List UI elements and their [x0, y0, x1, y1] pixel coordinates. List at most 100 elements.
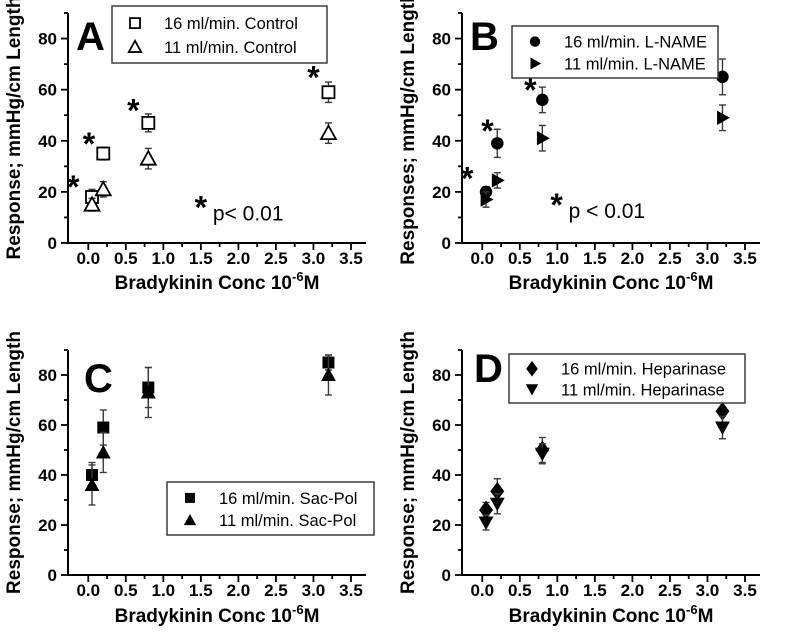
legend-label: 16 ml/min. L-NAME	[564, 34, 707, 52]
significance-asterisk: *	[307, 59, 320, 95]
legend-label: 11 ml/min. Control	[164, 39, 297, 57]
legend-marker-square-open	[129, 17, 141, 30]
annotation-asterisk: *	[550, 187, 563, 223]
data-point-square-filled	[97, 421, 110, 434]
x-axis-label: Bradykinin Conc 10-6M	[509, 269, 714, 294]
x-tick-label: 0.5	[508, 581, 532, 600]
data-point-square-open	[321, 85, 336, 100]
y-tick-label: 60	[432, 416, 451, 435]
legend-label: 11 ml/min. L-NAME	[564, 55, 706, 73]
axes	[461, 350, 760, 576]
x-tick-label: 3.5	[733, 249, 757, 268]
x-tick-label: 1.0	[152, 249, 176, 268]
x-tick-label: 2.0	[621, 581, 645, 600]
y-tick-label: 0	[442, 566, 451, 585]
legend-marker-square-filled	[185, 492, 195, 503]
x-tick-label: 0.0	[470, 581, 494, 600]
data-point-triangle-right-filled	[491, 173, 505, 188]
significance-asterisk: *	[481, 113, 494, 149]
ticks	[61, 349, 352, 582]
data-point-triangle-down-filled	[534, 447, 550, 462]
x-tick-label: 3.5	[733, 581, 757, 600]
x-tick-label: 0.5	[114, 249, 138, 268]
data-point-triangle-right-filled	[480, 192, 494, 207]
x-tick-label: 0.5	[508, 249, 532, 268]
panel-A: 0.0 0.5 1.0 1.5 2.0 2.5 3.0 3.5 0 20 40 60 80 Respons…	[0, 0, 394, 305]
x-tick-label: 2.0	[621, 249, 645, 268]
panel-letter: B	[470, 15, 499, 59]
y-tick-label: 60	[432, 81, 451, 100]
legend-label: 11 ml/min. Heparinase	[561, 381, 725, 399]
series-16-ml-min	[479, 398, 730, 520]
y-axis-label: Response; mmHg/cm Length	[4, 0, 25, 259]
data-point-triangle-up-open	[83, 195, 101, 212]
panel-D-plot: 0.0 0.5 1.0 1.5 2.0 2.5 3.0 3.5 0 20 40 60 80 Respons…	[398, 331, 760, 627]
y-tick-label: 0	[48, 566, 57, 585]
data-point-triangle-down-filled	[489, 497, 505, 512]
series-11-ml-min	[84, 354, 336, 506]
series-16-ml-min	[479, 58, 729, 199]
data-point-circle-filled	[716, 70, 729, 84]
data-point-triangle-up-filled	[84, 477, 100, 491]
x-tick-label: 1.5	[189, 581, 213, 600]
legend: 16 ml/min. Heparinase 11 ml/min. Heparina…	[508, 353, 746, 404]
data-point-triangle-up-open	[319, 123, 338, 141]
series-11-ml-min	[83, 122, 338, 212]
data-point-triangle-up-open	[139, 149, 158, 166]
x-tick-label: 1.0	[546, 249, 570, 268]
data-point-circle-filled	[491, 137, 504, 150]
y-axis-label: Responses; mmHg/cm Length	[398, 0, 419, 265]
panel-D: 0.0 0.5 1.0 1.5 2.0 2.5 3.0 3.5 0 20 40 60 80 Respons…	[394, 330, 788, 638]
y-tick-label: 0	[48, 234, 57, 253]
x-tick-label: 1.5	[583, 249, 607, 268]
legend: 16 ml/min. Control 11 ml/min. Control	[111, 5, 328, 64]
legend-box	[511, 25, 719, 79]
axes	[67, 13, 366, 244]
data-point-triangle-up-filled	[140, 385, 156, 399]
y-tick-label: 80	[432, 30, 451, 49]
y-tick-label: 40	[432, 466, 451, 485]
data-point-triangle-right-filled	[536, 131, 550, 146]
legend-box	[508, 353, 746, 404]
panel-C-plot: 0.0 0.5 1.0 1.5 2.0 2.5 3.0 3.5 0 20 40 60 80 Respons…	[4, 331, 375, 627]
data-point-triangle-down-filled	[478, 516, 494, 530]
legend-box	[166, 481, 375, 536]
x-tick-label: 3.0	[302, 249, 326, 268]
y-tick-label: 40	[38, 466, 57, 485]
x-tick-label: 2.0	[227, 249, 251, 268]
y-tick-label: 60	[38, 416, 57, 435]
panel-C: 0.0 0.5 1.0 1.5 2.0 2.5 3.0 3.5 0 20 40 60 80 Respons…	[0, 330, 394, 638]
y-tick-label: 40	[432, 132, 451, 151]
significance-asterisk: *	[67, 169, 80, 205]
data-point-diamond-filled	[490, 481, 505, 501]
y-tick-label: 80	[38, 30, 57, 49]
panel-letter: A	[76, 15, 105, 59]
data-point-triangle-up-filled	[321, 367, 336, 381]
series-16-ml-min	[85, 81, 336, 206]
y-tick-label: 20	[38, 183, 57, 202]
x-tick-label: 3.0	[302, 581, 326, 600]
x-axis-label: Bradykinin Conc 10-6M	[115, 269, 320, 294]
data-point-triangle-down-filled	[715, 421, 730, 435]
legend-marker-triangle-up-filled	[183, 513, 197, 526]
significance-asterisk: *	[524, 72, 537, 108]
ticks	[455, 349, 746, 582]
x-tick-label: 1.5	[583, 581, 607, 600]
y-axis-label: Response; mmHg/cm Length	[4, 331, 25, 594]
x-tick-label: 3.0	[696, 581, 720, 600]
annotation-text: p< 0.01	[213, 203, 284, 226]
significance-asterisk: *	[127, 93, 140, 129]
x-tick-label: 3.0	[696, 249, 720, 268]
x-tick-label: 0.5	[114, 581, 138, 600]
panel-B-plot: 0.0 0.5 1.0 1.5 2.0 2.5 3.0 3.5 0 20 40 60 80 Respons…	[398, 0, 760, 294]
significance-asterisk: *	[83, 126, 96, 162]
legend-label: 16 ml/min. Heparinase	[561, 361, 726, 379]
panel-letter: C	[84, 357, 113, 401]
x-tick-label: 1.0	[546, 581, 570, 600]
series-16-ml-min	[86, 354, 335, 489]
data-point-circle-filled	[536, 93, 549, 107]
legend-marker-triangle-up-open	[127, 38, 143, 53]
y-tick-label: 20	[38, 516, 57, 535]
y-tick-label: 20	[432, 183, 451, 202]
